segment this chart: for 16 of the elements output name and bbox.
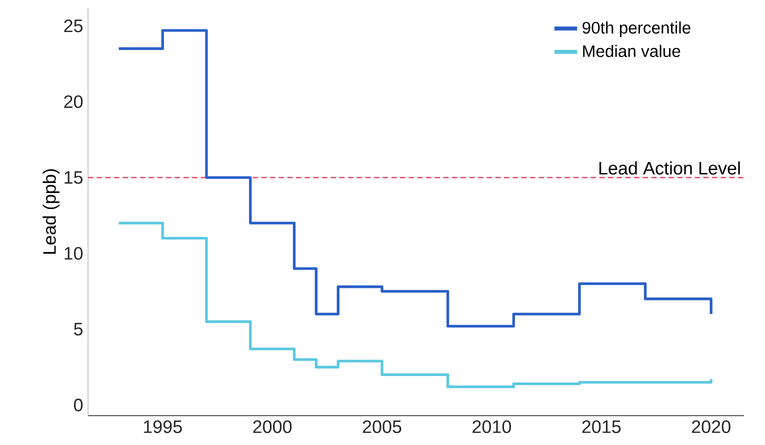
y-axis-title: Lead (ppb) (42, 169, 60, 254)
x-tick-label: 2020 (692, 420, 730, 434)
x-tick-label: 2010 (472, 420, 511, 434)
x-tick-label: 1995 (144, 420, 182, 434)
legend-label: Median value (583, 44, 680, 58)
y-tick-label: 25 (64, 19, 83, 32)
y-tick-label: 0 (74, 398, 83, 412)
x-tick-label: 2000 (253, 420, 292, 434)
legend-label: 90th percentile (582, 21, 690, 37)
y-tick-label: 5 (74, 322, 83, 336)
y-tick-label: 10 (64, 246, 83, 260)
x-tick-label: 2005 (362, 420, 402, 434)
ref-line-label: Lead Action Level (599, 161, 740, 175)
x-tick-label: 2015 (582, 420, 621, 434)
y-tick-label: 15 (64, 171, 83, 184)
y-tick-label: 20 (64, 95, 83, 108)
